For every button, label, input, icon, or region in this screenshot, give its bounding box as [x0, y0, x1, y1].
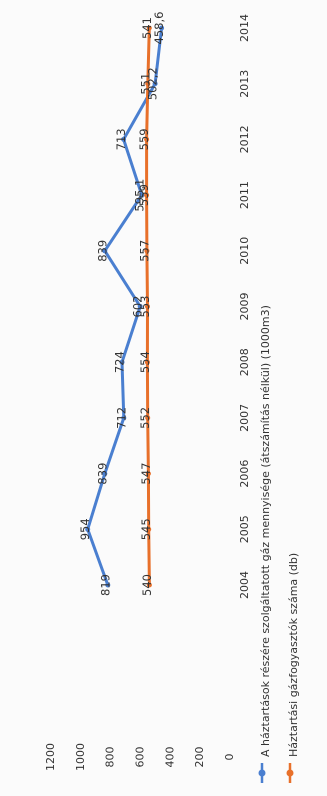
- series-1-point-2008: [119, 359, 125, 365]
- y-tick-label-800: 800: [104, 747, 117, 768]
- series-1-point-2005: [85, 526, 91, 532]
- series-2-point-2011: [144, 192, 150, 198]
- series-1-point-2009: [137, 304, 143, 309]
- series-layer: [85, 25, 165, 588]
- series-1-point-2011: [139, 192, 145, 198]
- series-2-point-2012: [144, 136, 150, 142]
- series-1-label-2005: 954: [78, 518, 92, 540]
- legend-item-1: A háztartások részére szolgáltatott gáz …: [258, 305, 272, 783]
- series-2-point-2010: [144, 248, 150, 254]
- y-tick-label-600: 600: [134, 747, 147, 768]
- series-1-point-2012: [121, 136, 127, 142]
- legend: A háztartások részére szolgáltatott gáz …: [258, 305, 300, 783]
- x-tick-label-2009: 2009: [238, 293, 251, 321]
- series-1-label-2006: 839: [95, 463, 109, 485]
- series-2-point-2004: [146, 582, 152, 588]
- series-2-point-2007: [145, 415, 151, 421]
- series-1-point-2007: [121, 415, 127, 421]
- series-2-point-2006: [145, 471, 151, 477]
- x-tick-label-2010: 2010: [238, 237, 251, 265]
- series-2-label-2013: 551: [138, 73, 152, 95]
- series-2-label-2011: 559: [137, 184, 151, 206]
- series-2-label-2012: 559: [137, 128, 151, 150]
- series-1-label-2011: 595,1: [132, 179, 146, 212]
- series-2-label-2010: 557: [137, 240, 151, 262]
- series-1-label-2007: 712: [114, 407, 128, 429]
- x-tick-label-2013: 2013: [238, 70, 251, 98]
- x-tick-label-2007: 2007: [238, 404, 251, 432]
- series-1-label-2012: 713: [114, 128, 128, 150]
- series-2-label-2014: 541: [140, 17, 154, 39]
- x-tick-label-2005: 2005: [238, 515, 251, 543]
- series-1-label-2004: 819: [98, 574, 112, 596]
- data-label-layer: 819954839712724602839595,1713502,2458,65…: [78, 12, 166, 596]
- legend-swatch-marker-2: [286, 769, 294, 777]
- y-tick-label-400: 400: [163, 747, 176, 768]
- series-2-label-2009: 553: [138, 296, 152, 318]
- series-1-point-2014: [159, 25, 165, 31]
- series-1-label-2009: 602: [131, 296, 145, 318]
- series-2-label-2007: 552: [138, 407, 152, 429]
- legend-label-2: Háztartási gázfogyasztók száma (db): [287, 553, 300, 757]
- legend-label-1: A háztartások részére szolgáltatott gáz …: [259, 305, 272, 757]
- series-2-label-2006: 547: [139, 463, 153, 485]
- series-2-label-2008: 554: [138, 351, 152, 373]
- series-1-label-2014: 458,6: [152, 12, 166, 45]
- series-1-point-2013: [152, 81, 158, 87]
- legend-swatch-marker-1: [258, 769, 266, 777]
- x-tick-label-2011: 2011: [238, 181, 251, 209]
- y-axis-ticks: 0 200 400 600 800 1000 1200: [44, 743, 236, 771]
- x-axis-ticks: 2004 2005 2006 2007 2008 2009 2010 2011 2012 2013…: [238, 14, 251, 599]
- series-1-point-2006: [102, 471, 108, 477]
- series-2-label-2004: 540: [140, 574, 154, 596]
- series-1-label-2010: 839: [95, 240, 109, 262]
- series-2-point-2013: [145, 81, 151, 87]
- series-2-point-2014: [146, 25, 152, 31]
- x-tick-label-2004: 2004: [238, 571, 251, 599]
- series-1-point-2004: [105, 582, 111, 588]
- y-tick-label-0: 0: [223, 754, 236, 761]
- legend-item-2: Háztartási gázfogyasztók száma (db): [286, 553, 300, 783]
- y-tick-label-1000: 1000: [74, 743, 87, 771]
- y-tick-label-200: 200: [193, 747, 206, 768]
- series-2-point-2008: [144, 359, 150, 365]
- x-tick-label-2006: 2006: [238, 460, 251, 488]
- x-tick-label-2012: 2012: [238, 125, 251, 153]
- x-tick-label-2014: 2014: [238, 14, 251, 42]
- series-2-point-2009: [145, 304, 150, 309]
- series-1-point-2010: [102, 248, 108, 254]
- series-1-label-2013: 502,2: [146, 67, 160, 100]
- x-tick-label-2008: 2008: [238, 348, 251, 376]
- series-1-label-2008: 724: [113, 351, 127, 373]
- series-2-point-2005: [146, 526, 152, 532]
- y-tick-label-1200: 1200: [44, 743, 57, 771]
- series-2-label-2005: 545: [139, 518, 153, 540]
